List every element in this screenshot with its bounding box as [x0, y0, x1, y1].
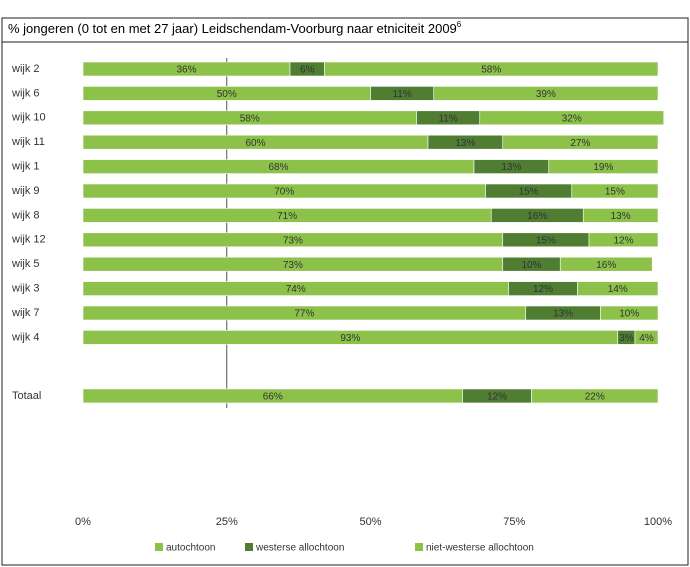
bar-segment — [559, 256, 653, 272]
data-label: 10% — [521, 260, 541, 271]
data-label: 68% — [268, 162, 288, 173]
x-tick-label: 75% — [503, 516, 525, 528]
data-label: 13% — [455, 138, 475, 149]
y-tick-label: wijk 8 — [11, 209, 40, 221]
y-tick-label: wijk 10 — [11, 112, 46, 124]
data-label: 15% — [536, 235, 556, 246]
legend-label: autochtoon — [166, 543, 216, 554]
data-label: 14% — [608, 284, 628, 295]
data-label: 11% — [392, 89, 411, 100]
data-label: 32% — [562, 113, 582, 124]
data-label: 22% — [585, 392, 605, 403]
data-label: 6% — [300, 65, 315, 76]
data-label: 36% — [176, 65, 196, 76]
y-tick-label: wijk 3 — [11, 283, 40, 295]
bar-segment — [600, 305, 659, 321]
data-label: 77% — [294, 309, 314, 320]
y-tick-label: wijk 4 — [11, 331, 40, 343]
bar-segment — [548, 159, 659, 174]
data-label: 70% — [274, 187, 294, 198]
data-label: 58% — [481, 65, 501, 76]
title-text: % jongeren (0 tot en met 27 jaar) Leidsc… — [8, 21, 457, 36]
bar-segment — [433, 86, 659, 101]
bar-segment — [502, 134, 659, 150]
data-label: 12% — [613, 235, 633, 246]
bar-segment — [577, 281, 659, 296]
data-label: 11% — [438, 113, 457, 124]
chart-title: % jongeren (0 tot en met 27 jaar) Leidsc… — [8, 20, 462, 36]
x-tick-label: 50% — [359, 516, 381, 528]
y-tick-label: wijk 11 — [11, 136, 45, 148]
data-label: 66% — [263, 392, 283, 403]
y-tick-label: wijk 7 — [11, 307, 40, 319]
y-tick-label: wijk 12 — [11, 234, 46, 246]
x-tick-label: 0% — [75, 516, 91, 528]
bar-segment — [531, 388, 659, 404]
y-tick-label: wijk 2 — [11, 63, 40, 75]
data-label: 73% — [283, 235, 303, 246]
x-tick-label: 25% — [216, 516, 238, 528]
legend-swatch — [155, 543, 163, 551]
data-label: 50% — [217, 89, 237, 100]
data-label: 16% — [596, 260, 616, 271]
data-label: 13% — [501, 162, 521, 173]
bar-segment — [571, 183, 659, 199]
data-label: 71% — [277, 211, 297, 222]
data-label: 13% — [553, 309, 573, 320]
x-tick-label: 100% — [644, 516, 672, 528]
y-tick-label: wijk 9 — [11, 185, 40, 197]
bar-segment — [582, 208, 659, 223]
legend-label: niet-westerse allochtoon — [426, 543, 534, 554]
data-label: 3% — [619, 333, 634, 344]
data-label: 19% — [593, 162, 613, 173]
data-label: 60% — [245, 138, 265, 149]
legend-swatch — [245, 543, 253, 551]
y-tick-label: wijk 5 — [11, 258, 40, 270]
bar-segment — [479, 110, 665, 126]
data-label: 73% — [283, 260, 303, 271]
legend-label: westerse allochtoon — [255, 543, 344, 554]
data-label: 12% — [533, 284, 553, 295]
data-label: 27% — [570, 138, 590, 149]
legend-swatch — [415, 543, 423, 551]
bar-segment — [324, 61, 659, 77]
data-label: 74% — [286, 284, 306, 295]
data-label: 15% — [605, 187, 625, 198]
data-label: 93% — [340, 333, 360, 344]
data-label: 13% — [611, 211, 631, 222]
y-tick-label: wijk 1 — [11, 161, 40, 173]
data-label: 39% — [536, 89, 556, 100]
legend: autochtoon westerse allochtoon niet-wester… — [155, 543, 534, 554]
data-label: 15% — [519, 187, 539, 198]
bar-segment — [588, 232, 659, 248]
title-note: 6 — [457, 20, 462, 29]
data-label: 58% — [240, 113, 260, 124]
y-tick-label: wijk 6 — [11, 87, 40, 99]
data-label: 16% — [527, 211, 547, 222]
frame — [1, 17, 689, 566]
data-label: 10% — [619, 309, 639, 320]
y-tick-label: Totaal — [12, 390, 41, 402]
bar-segment — [634, 330, 659, 345]
data-label: 4% — [639, 333, 654, 344]
data-label: 12% — [487, 392, 507, 403]
